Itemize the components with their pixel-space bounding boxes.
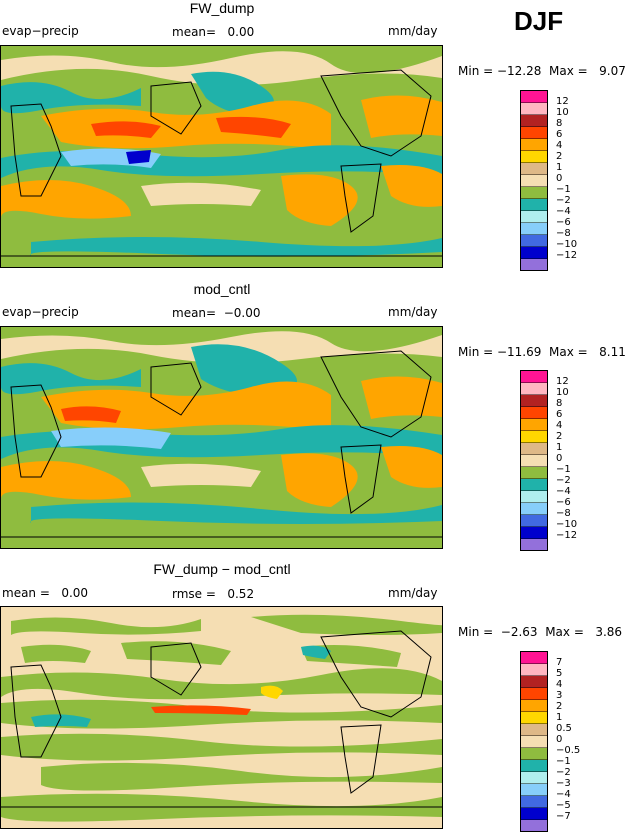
panel-1-colorbar [520,90,548,271]
panel-1-field-plot [1,46,442,267]
panel-2-min-max: Min = −11.69 Max = 8.11 [458,345,626,359]
panel-1-map [0,45,443,268]
panel-2-units-label: mm/day [388,305,438,319]
panel-3-map [0,606,443,829]
panel-1-mean-label: mean= 0.00 [172,25,255,39]
panel-3-mean-label: mean = 0.00 [2,586,89,600]
panel-2-field-plot [1,327,442,548]
panel-3-field-plot [1,607,442,828]
panel-3-rmse-label: rmse = 0.52 [172,587,255,601]
panel-2-title: mod_cntl [193,281,251,297]
panel-3-colorbar [520,651,548,832]
season-label: DJF [514,6,564,36]
panel-2-map [0,326,443,549]
panel-1-variable-label: evap−precip [2,24,79,38]
panel-2-mean-label: mean= −0.00 [172,306,261,320]
panel-1-min-max: Min = −12.28 Max = 9.07 [458,64,626,78]
panel-3-units-label: mm/day [388,586,438,600]
panel-3-min-max: Min = −2.63 Max = 3.86 [458,625,623,639]
panel-1-units-label: mm/day [388,24,438,38]
panel-1-title: FW_dump [189,0,255,16]
panel-2-variable-label: evap−precip [2,305,79,319]
panel-2-colorbar [520,370,548,551]
panel-3-title: FW_dump − mod_cntl [153,561,291,577]
